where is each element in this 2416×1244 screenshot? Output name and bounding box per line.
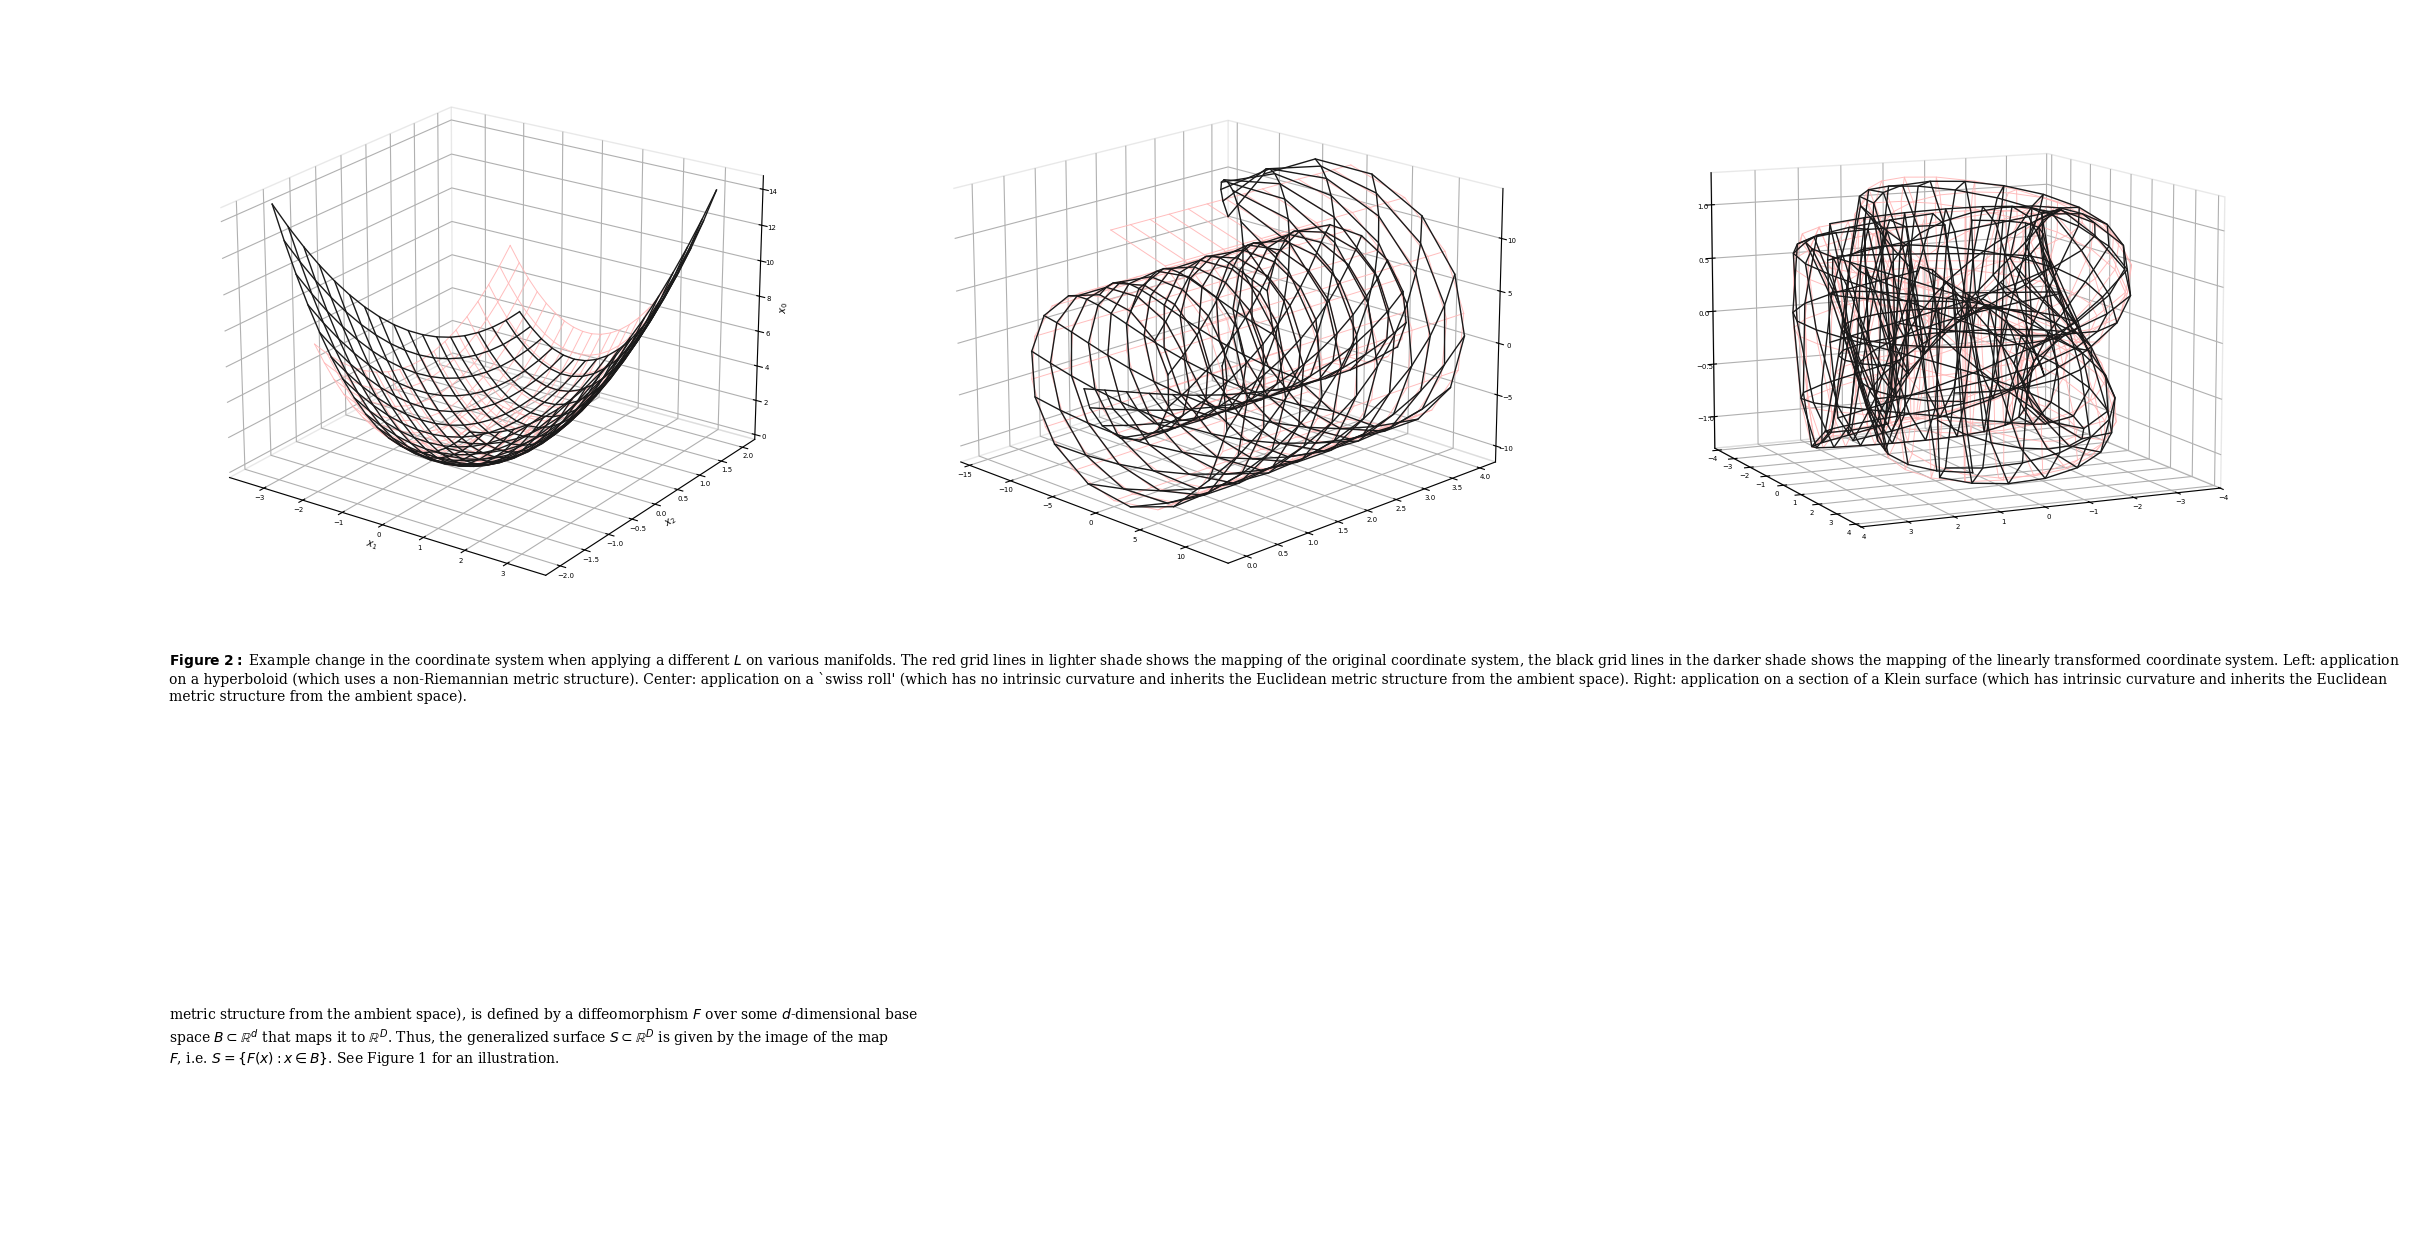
Text: metric structure from the ambient space), is defined by a diffeomorphism $F$ ove: metric structure from the ambient space)… [169, 1005, 918, 1069]
X-axis label: $x_1$: $x_1$ [365, 537, 379, 552]
Text: $\mathbf{Figure\ 2:}$ Example change in the coordinate system when applying a di: $\mathbf{Figure\ 2:}$ Example change in … [169, 652, 2399, 704]
Y-axis label: $x_2$: $x_2$ [662, 514, 679, 530]
